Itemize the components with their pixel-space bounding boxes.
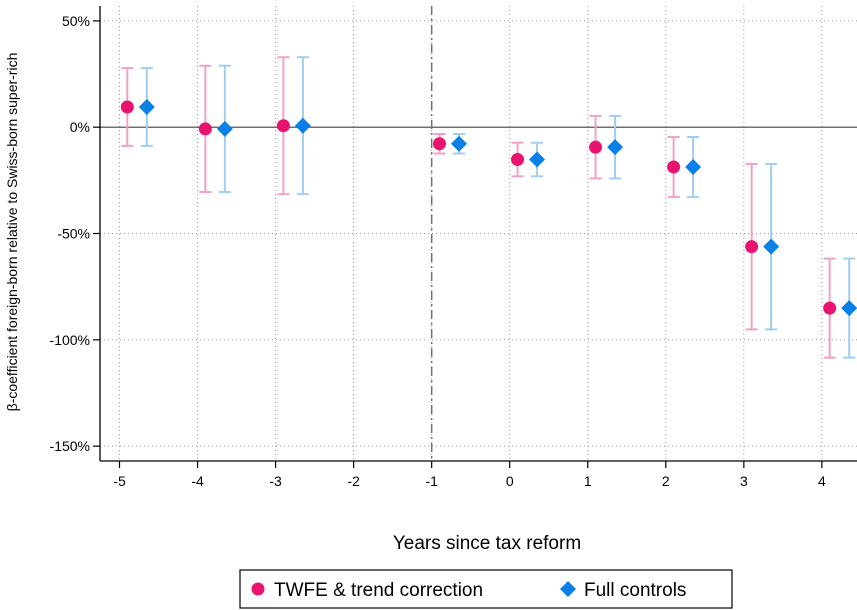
y-tick-label: -150% — [50, 438, 90, 454]
diamond-marker — [450, 135, 467, 152]
circle-marker — [667, 160, 681, 174]
x-tick-label: 3 — [740, 473, 748, 489]
diamond-marker — [138, 98, 155, 115]
legend-label: TWFE & trend correction — [274, 580, 483, 601]
diamond-marker — [685, 158, 702, 175]
x-tick-label: -3 — [269, 473, 282, 489]
y-tick-label: -100% — [50, 332, 90, 348]
circle-marker — [589, 140, 603, 154]
diamond-marker — [529, 151, 546, 168]
circle-marker — [276, 119, 290, 133]
y-tick-label: 0% — [70, 119, 90, 135]
legend-circle-marker — [251, 582, 265, 596]
confidence-intervals — [121, 56, 856, 359]
circle-marker — [745, 240, 759, 254]
x-tick-label: 2 — [662, 473, 670, 489]
legend-label: Full controls — [584, 580, 686, 601]
diamond-marker — [216, 120, 233, 137]
circle-marker — [432, 137, 446, 151]
x-tick-label: -1 — [425, 473, 438, 489]
x-axis-ticks: -5 -4 -3 -2 -1 0 1 2 3 4 — [113, 461, 826, 489]
x-tick-label: 1 — [584, 473, 592, 489]
x-axis-title: Years since tax reform — [393, 533, 581, 554]
legend-diamond-marker — [560, 581, 576, 597]
circle-marker — [511, 153, 525, 167]
y-axis-ticks: 50% 0% -50% -100% -150% — [50, 13, 100, 454]
diamond-marker — [294, 117, 311, 134]
circle-marker — [120, 100, 134, 114]
x-tick-label: 0 — [506, 473, 514, 489]
legend: TWFE & trend correction Full controls — [239, 569, 733, 609]
y-tick-label: 50% — [62, 13, 90, 29]
diamond-marker — [841, 300, 857, 317]
circle-marker — [823, 301, 837, 315]
x-tick-label: -2 — [347, 473, 360, 489]
circle-marker — [198, 122, 212, 136]
y-axis-title: β-coefficient foreign-born relative to S… — [4, 53, 20, 412]
point-markers — [120, 98, 857, 317]
diamond-marker — [763, 238, 780, 255]
x-tick-label: -4 — [191, 473, 204, 489]
legend-box — [239, 569, 733, 609]
x-tick-label: 4 — [818, 473, 826, 489]
x-tick-label: -5 — [113, 473, 126, 489]
y-tick-label: -50% — [57, 226, 90, 242]
grid-lines — [100, 6, 857, 461]
diamond-marker — [607, 139, 624, 156]
